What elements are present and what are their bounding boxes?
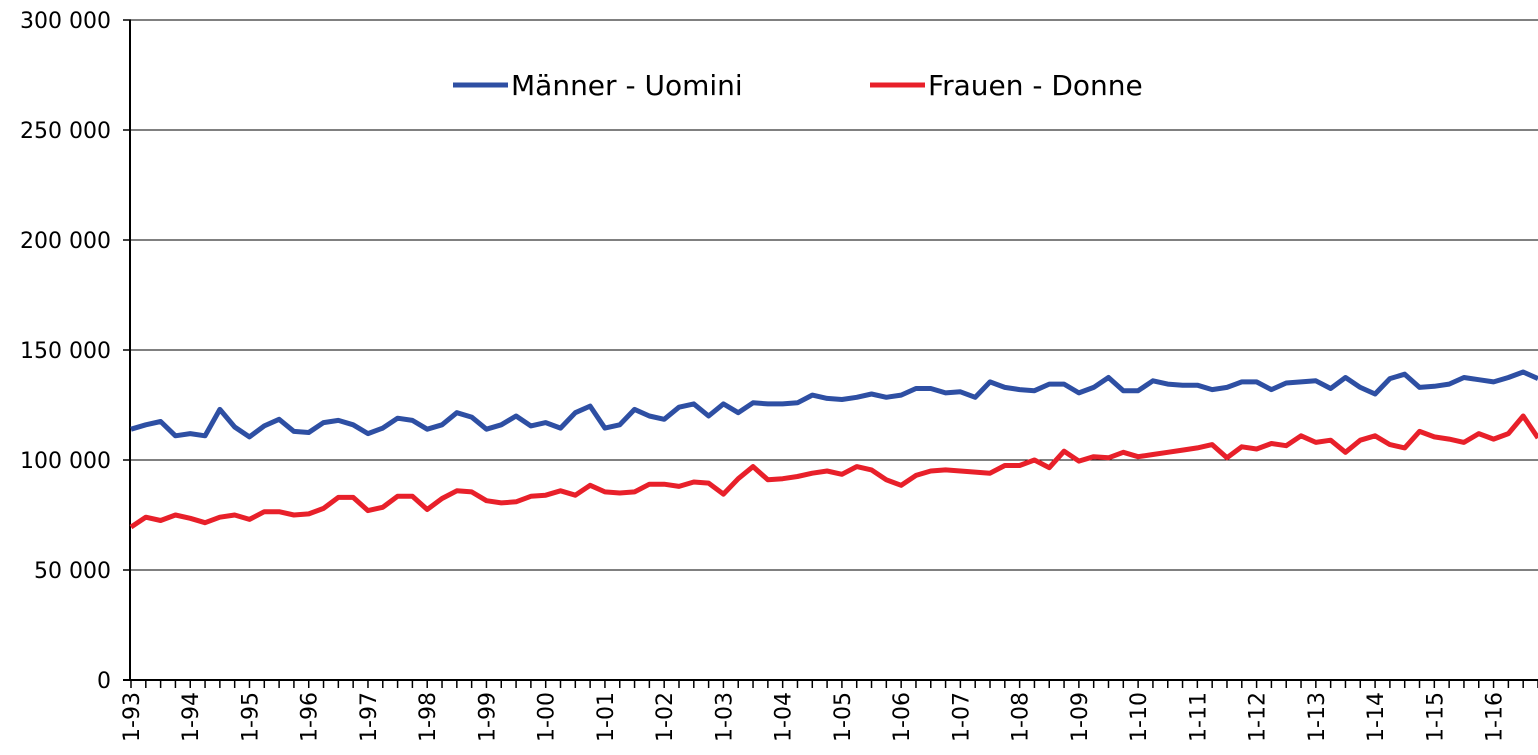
x-tick-label: 1-06 xyxy=(890,692,915,742)
x-tick-label: 1-98 xyxy=(416,692,441,742)
y-tick-label: 150 000 xyxy=(20,339,111,364)
x-tick-label: 1-07 xyxy=(949,692,974,742)
x-tick-label: 1-01 xyxy=(594,692,619,742)
y-tick-label: 50 000 xyxy=(34,559,111,584)
x-tick-label: 1-99 xyxy=(475,692,500,742)
x-tick-label: 1-02 xyxy=(653,692,678,742)
x-tick-label: 1-11 xyxy=(1186,692,1211,742)
y-tick-label: 250 000 xyxy=(20,119,111,144)
x-tick-label: 1-09 xyxy=(1068,692,1093,742)
y-tick-label: 100 000 xyxy=(20,449,111,474)
x-tick-label: 1-95 xyxy=(238,692,263,742)
x-tick-label: 1-16 xyxy=(1483,692,1508,742)
x-tick-label: 1-14 xyxy=(1364,692,1389,742)
x-tick-label: 1-03 xyxy=(712,692,737,742)
data-line xyxy=(130,369,1538,440)
x-tick-label: 1-93 xyxy=(120,692,145,742)
x-tick-label: 1-97 xyxy=(357,692,382,742)
x-tick-label: 1-05 xyxy=(831,692,856,742)
y-tick-label: 200 000 xyxy=(20,229,111,254)
x-tick-label: 1-96 xyxy=(298,692,323,742)
x-tick-label: 1-13 xyxy=(1305,692,1330,742)
x-tick-label: 1-12 xyxy=(1246,692,1271,742)
y-tick-label: 0 xyxy=(97,669,111,694)
y-tick-label: 300 000 xyxy=(20,9,111,34)
legend-label: Frauen - Donne xyxy=(928,69,1143,102)
x-tick-label: 1-08 xyxy=(1009,692,1034,742)
x-tick-label: 1-10 xyxy=(1127,692,1152,742)
x-tick-label: 1-94 xyxy=(179,692,204,742)
data-line xyxy=(129,413,1538,530)
x-tick-label: 1-00 xyxy=(535,692,560,742)
legend-label: Männer - Uomini xyxy=(511,69,743,102)
x-tick-label: 1-15 xyxy=(1423,692,1448,742)
x-tick-label: 1-04 xyxy=(772,692,797,742)
